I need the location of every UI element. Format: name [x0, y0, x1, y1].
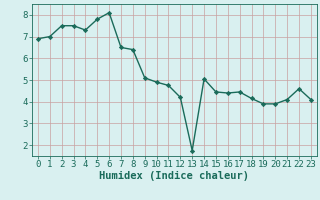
X-axis label: Humidex (Indice chaleur): Humidex (Indice chaleur) — [100, 171, 249, 181]
